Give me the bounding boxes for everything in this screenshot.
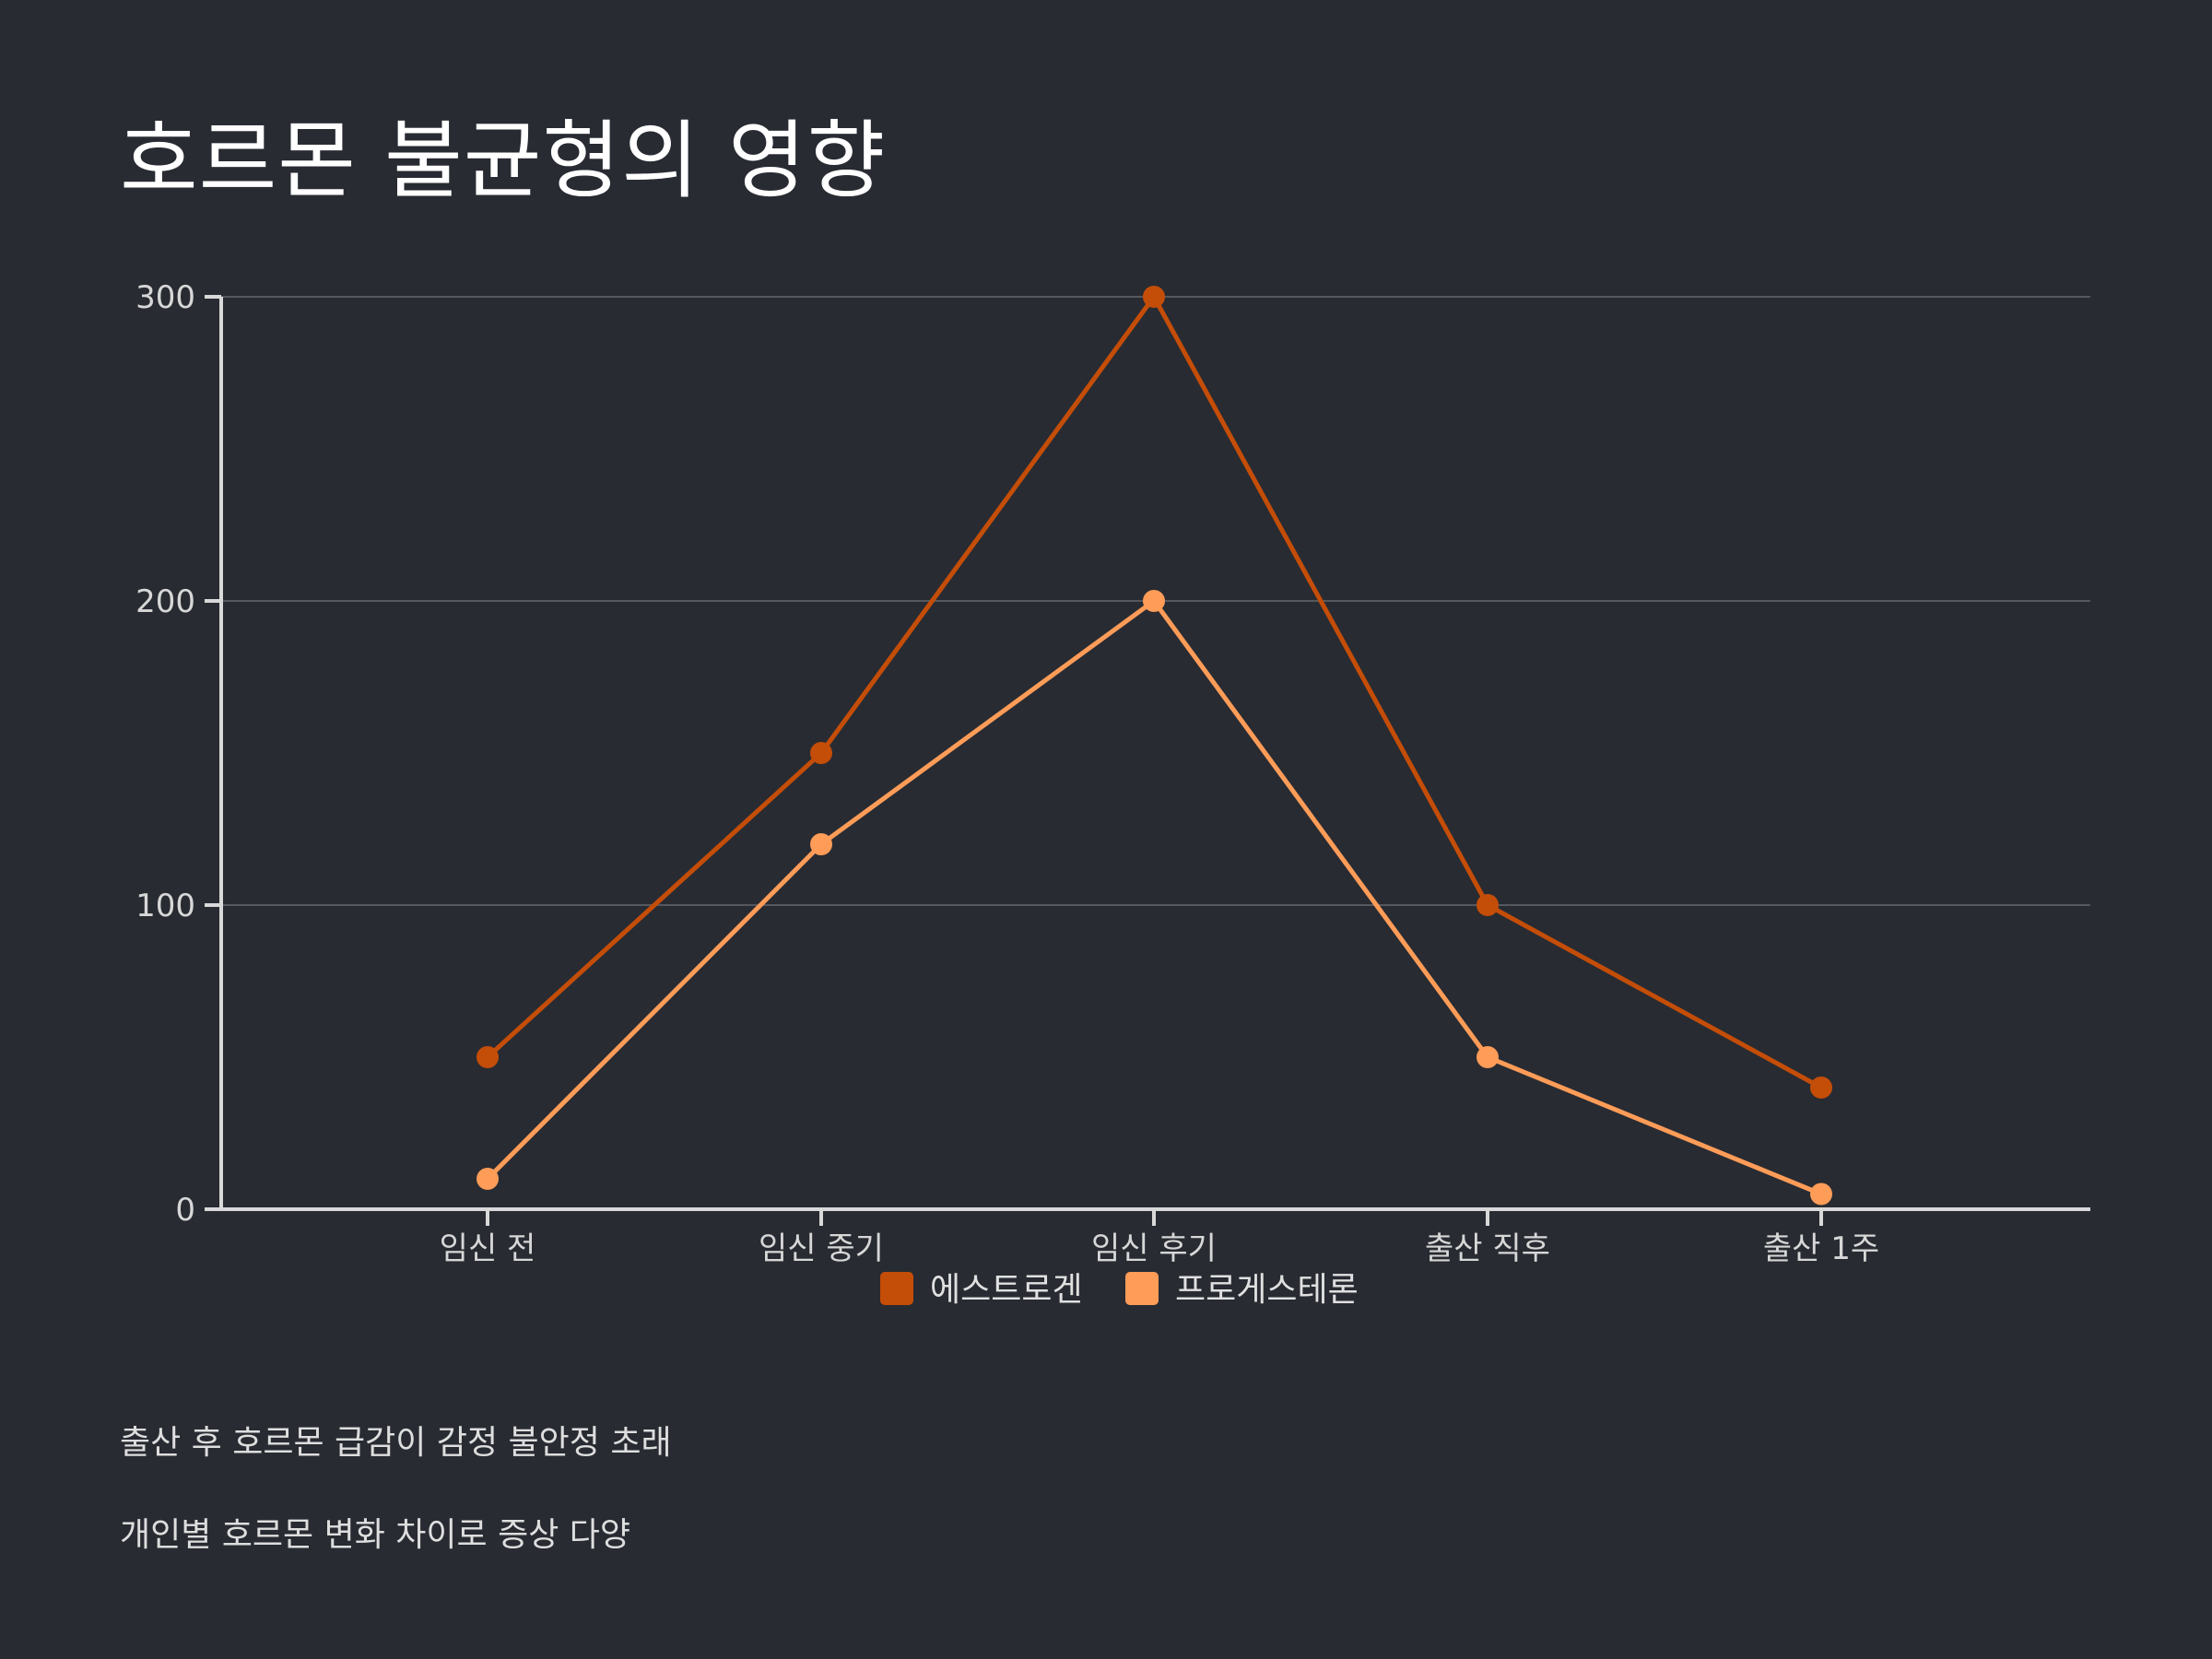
data-point: [1477, 894, 1499, 916]
data-point: [1810, 1182, 1832, 1206]
data-point: [810, 742, 832, 764]
y-tick-label: 100: [135, 888, 195, 924]
note-individual-variation: 개인별 호르몬 변화 차이로 증상 다양: [120, 1516, 631, 1554]
series-line: [486, 598, 1822, 1196]
data-point: [477, 1168, 499, 1190]
legend-label: 에스트로겐: [930, 1271, 1083, 1309]
legend-swatch: [880, 1272, 913, 1305]
y-ticks: 0 100 200 300: [135, 279, 221, 1229]
slide-title: 호르몬 불균형의 영향: [120, 112, 887, 210]
x-tick-label: 임신 중기: [759, 1230, 884, 1267]
series-line: [486, 294, 1823, 1090]
data-point: [1143, 286, 1165, 308]
data-point: [477, 1046, 499, 1068]
data-point: [1810, 1077, 1832, 1099]
data-point: [1477, 1046, 1499, 1068]
series: [477, 286, 1832, 1206]
data-point: [810, 833, 832, 855]
legend-label: 프로게스테론: [1175, 1271, 1359, 1309]
note-hormone-drop: 출산 후 호르몬 급감이 감정 불안정 초래: [120, 1424, 672, 1462]
x-ticks: 임신 전 임신 중기 임신 후기 출산 직후 출산 1주: [440, 1209, 1879, 1267]
data-point: [1143, 590, 1165, 612]
legend-swatch: [1125, 1272, 1159, 1305]
axes: [219, 297, 2090, 1211]
x-tick-label: 출산 직후: [1425, 1230, 1550, 1267]
y-tick-label: 200: [135, 583, 195, 620]
legend: 에스트로겐 프로게스테론: [880, 1271, 1359, 1309]
x-tick-label: 출산 1주: [1763, 1230, 1879, 1267]
y-tick-label: 0: [175, 1192, 195, 1229]
x-tick-label: 임신 후기: [1091, 1230, 1217, 1267]
x-tick-label: 임신 전: [440, 1230, 536, 1267]
y-tick-label: 300: [135, 279, 195, 316]
